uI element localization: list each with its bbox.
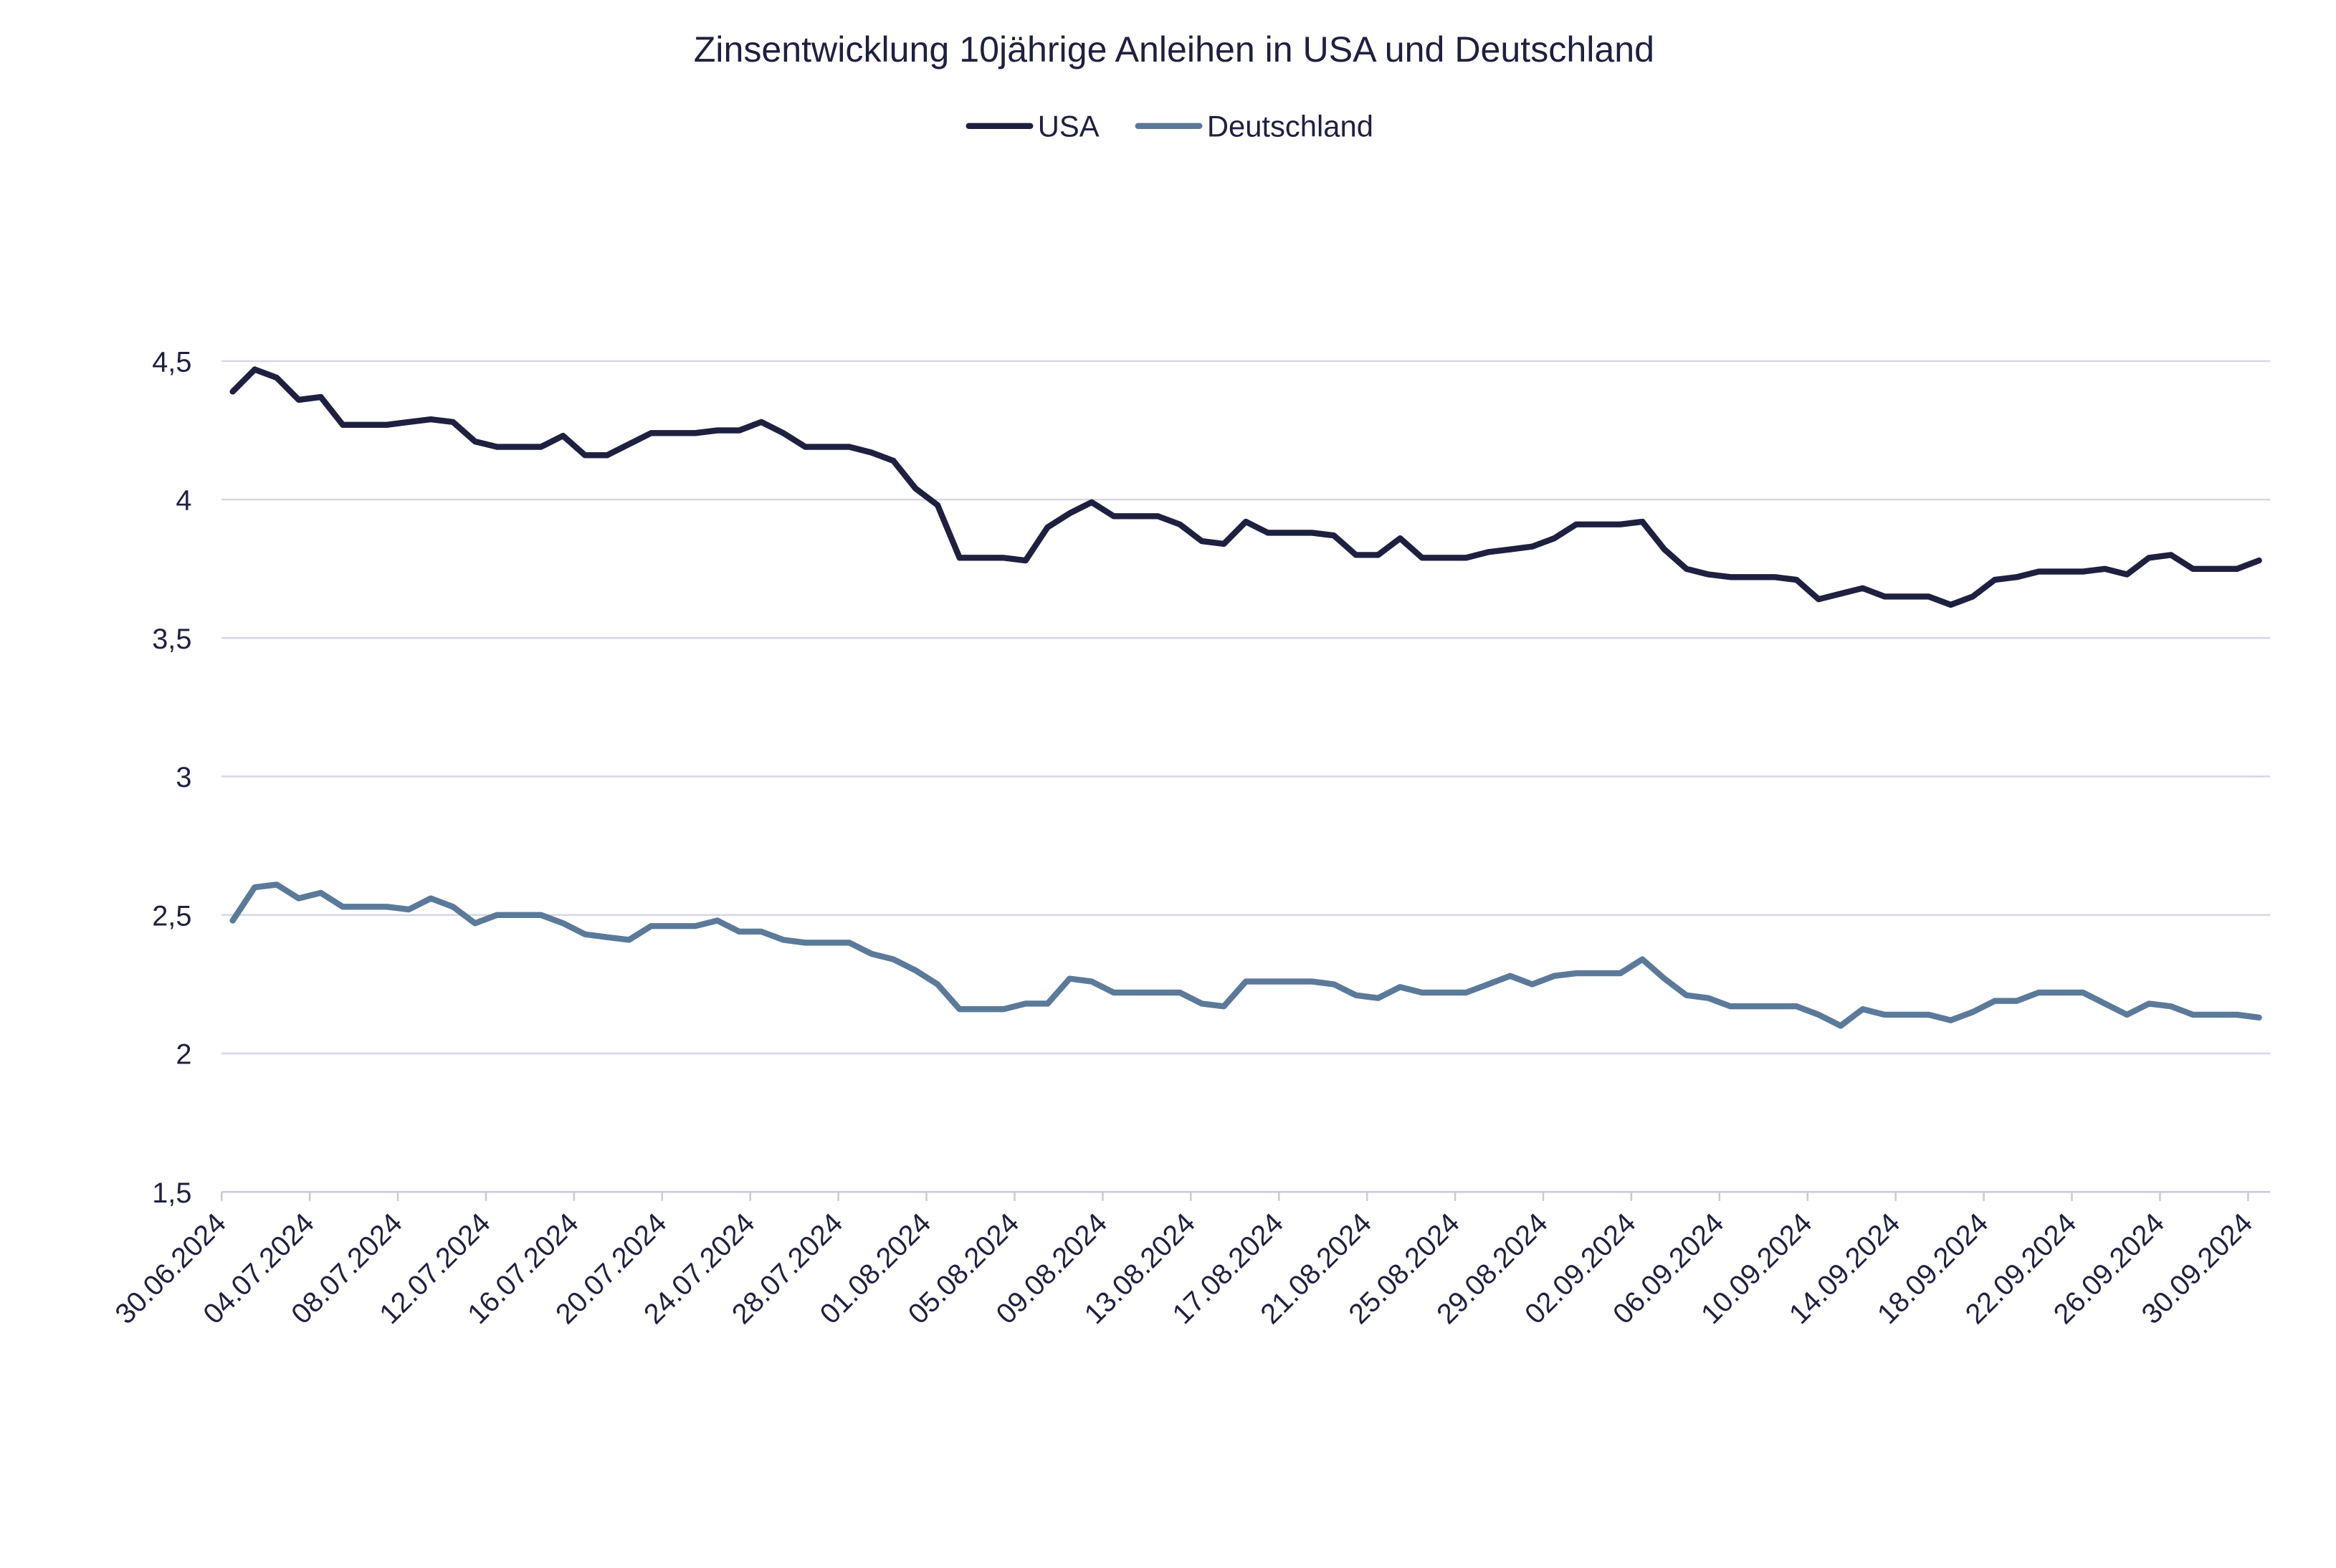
- series-line-deutschland: [229, 881, 2262, 1029]
- y-tick-label: 2: [176, 1039, 191, 1071]
- legend-label-deutschland: Deutschland: [1207, 109, 1373, 143]
- y-tick-label: 4,5: [152, 346, 191, 378]
- x-axis: 30.06.202404.07.202408.07.202412.07.2024…: [109, 1191, 2271, 1330]
- series-lines: [229, 366, 2262, 1029]
- legend-label-usa: USA: [1038, 109, 1100, 143]
- legend: USA Deutschland: [966, 109, 1373, 143]
- legend-item-deutschland: Deutschland: [1135, 109, 1373, 143]
- legend-item-usa: USA: [966, 109, 1100, 143]
- y-tick-label: 3,5: [152, 623, 191, 655]
- gridlines: [221, 360, 2271, 1055]
- y-tick-label: 2,5: [152, 900, 191, 932]
- y-tick-label: 3: [176, 762, 191, 793]
- y-axis: 1,5 2 2,5 3 3,5 4 4,5: [152, 346, 191, 1208]
- y-tick-label: 4: [176, 485, 191, 517]
- series-line-usa: [229, 366, 2262, 608]
- y-tick-label: 1,5: [152, 1177, 191, 1209]
- chart-title: Zinsentwicklung 10jährige Anleihen in US…: [694, 29, 1654, 70]
